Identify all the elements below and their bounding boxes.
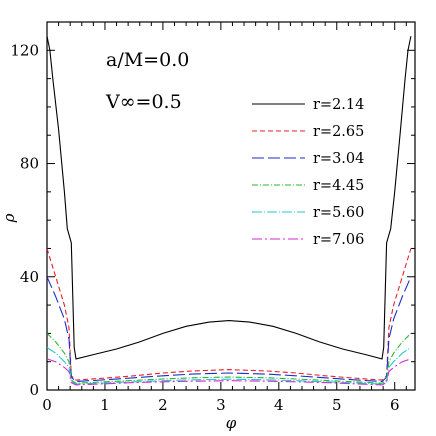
series-line [47, 248, 412, 381]
y-tick-label: 0 [29, 381, 39, 399]
legend: r=2.14 r=2.65 r=3.04 r=4.45 r=5.60 r=7.06 [252, 97, 364, 248]
x-tick-label: 1 [100, 396, 110, 414]
annotation-velocity: V∞=0.5 [105, 91, 182, 113]
annotation-spin: a/M=0.0 [106, 49, 189, 71]
series-layer [47, 36, 412, 386]
x-tick-label: 4 [274, 396, 284, 414]
legend-label: r=3.04 [313, 151, 364, 167]
x-axis-label: φ [226, 414, 237, 432]
x-tick-label: 5 [332, 396, 342, 414]
y-tick-label: 120 [10, 41, 39, 59]
legend-label: r=4.45 [313, 178, 364, 194]
legend-label: r=7.06 [313, 232, 364, 248]
x-tick-label: 0 [42, 396, 52, 414]
y-axis-label: ρ [0, 213, 18, 223]
series-line [47, 358, 412, 386]
y-tick-label: 40 [20, 268, 39, 286]
x-tick-label: 6 [390, 396, 400, 414]
y-tick-label: 80 [20, 155, 39, 173]
axis-ticks [46, 21, 415, 391]
legend-label: r=2.65 [313, 124, 364, 140]
series-line [47, 333, 412, 384]
x-tick-label: 2 [158, 396, 168, 414]
x-tick-label: 3 [216, 396, 226, 414]
series-line [47, 276, 412, 383]
chart-text: 0 1 2 3 4 5 6 0 40 80 120 φ ρ a/M=0.0 V∞=0.5 [0, 41, 399, 432]
series-line [47, 347, 412, 385]
legend-label: r=2.14 [313, 97, 364, 113]
legend-label: r=5.60 [313, 205, 364, 221]
plot-frame [46, 21, 416, 391]
series-line [47, 36, 412, 360]
